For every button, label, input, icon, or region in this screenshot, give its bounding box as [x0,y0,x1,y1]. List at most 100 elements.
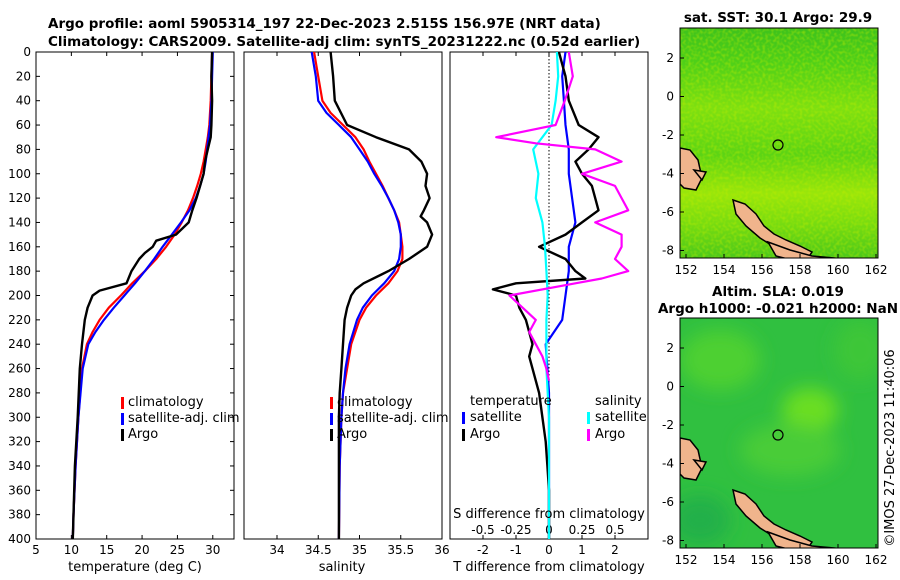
lon-tick-label: 152 [675,263,698,277]
lat-tick-label: -6 [662,205,674,219]
lon-tick-label: 154 [713,263,736,277]
legend-label-s-argo: Argo [595,427,625,442]
lat-tick-label: 2 [666,51,674,65]
legend-title-temperature: temperature [470,394,552,409]
depth-tick-label: 400 [8,532,31,546]
sla-map-lat-labels: 2 0 -2 -4 -6 -8 [662,341,684,548]
series-line-argo [71,51,214,540]
legend-label-climatology: climatology [128,395,204,410]
t-difference-xlabel: T difference from climatology [452,560,645,575]
lon-tick-label: 152 [675,553,698,567]
difference-legend: temperature satellite Argo salinity sate… [462,394,647,442]
figure-title-line2: Climatology: CARS2009. Satellite-adj cli… [48,34,640,50]
x-tick-label: 0 [545,543,553,557]
legend-label-climatology: climatology [337,395,413,410]
lon-tick-label: 154 [713,553,736,567]
difference-panel: -2 -1 0 1 2 -0.5 -0.25 0 0.25 0.5 S difference f… [449,51,649,575]
depth-tick-label: 100 [8,167,31,181]
lon-tick-label: 158 [789,263,812,277]
legend-swatch-argo [330,429,333,441]
x-tick-label: 1 [578,543,586,557]
lat-tick-label: -8 [662,534,674,548]
lat-tick-label: -6 [662,495,674,509]
depth-tick-label: 0 [23,45,31,59]
legend-label-argo: Argo [128,427,158,442]
depth-tick-label: 120 [8,191,31,205]
t-difference-tick-labels: -2 -1 0 1 2 [477,52,619,557]
legend-label-t-satellite: satellite [470,410,522,425]
lat-tick-label: 2 [666,341,674,355]
temperature-series [71,51,214,540]
salinity-xlabel: salinity [319,560,366,575]
depth-tick-label: 160 [8,240,31,254]
series-line-satellite-adj-clim [310,51,402,540]
series-line-argo [329,51,434,539]
temperature-axes-frame [35,51,235,540]
lat-tick-label: -2 [662,418,674,432]
sla-anomaly-blobs [680,320,878,545]
lon-tick-label: 162 [865,263,888,277]
sst-map: sat. SST: 30.1 Argo: 29.9 152 154 156 158 16… [662,10,887,277]
depth-tick-label: 140 [8,215,31,229]
legend-swatch-s-argo [587,429,590,441]
temperature-tick-labels: 5 10 15 20 25 30 [32,52,220,557]
series-line-satellite-adj-clim [71,51,214,540]
depth-tick-label: 300 [8,410,31,424]
depth-tick-label: 80 [16,142,31,156]
depth-tick-label: 260 [8,362,31,376]
x-tick-label: 34 [269,543,284,557]
sla-map-lon-labels: 152 154 156 158 160 162 [675,544,888,567]
legend-swatch-argo [121,429,124,441]
legend-swatch-satellite [330,413,333,425]
x-tick-label: -1 [510,543,522,557]
depth-tick-label: 380 [8,508,31,522]
x-tick-label: 36 [434,543,449,557]
lon-tick-label: 162 [865,553,888,567]
sla-map: Altim. SLA: 0.019 Argo h1000: -0.021 h20… [658,284,898,567]
copyright-timestamp: ©IMOS 27-Dec-2023 11:40:06 [883,349,898,546]
lat-tick-label: -2 [662,128,674,142]
salinity-series [310,51,434,540]
lat-tick-label: -8 [662,244,674,258]
depth-tick-label: 60 [16,118,31,132]
salinity-panel: 34 34.5 35 35.5 36 salinity climatology sate… [243,51,450,575]
depth-tick-label: 320 [8,435,31,449]
x-tick-label: 20 [134,543,149,557]
series-line-s-argo [495,51,630,381]
temperature-xlabel: temperature (deg C) [68,560,202,575]
argo-location-marker-2 [772,429,784,441]
depth-tick-label: 200 [8,289,31,303]
lat-tick-label: 0 [666,90,674,104]
sst-texture [680,28,878,258]
sst-map-frame [679,27,879,259]
legend-swatch-t-satellite [462,412,465,424]
x-tick-label: 30 [205,543,220,557]
lon-tick-label: 160 [827,553,850,567]
sst-map-lon-labels: 152 154 156 158 160 162 [675,254,888,277]
x-tick-label: -2 [477,543,489,557]
salinity-tick-labels: 34 34.5 35 35.5 36 [269,52,450,557]
x-tick-label: 15 [99,543,114,557]
sla-map-frame [679,317,879,549]
temperature-panel: 0204060801001201401601802002202402602803… [8,45,648,575]
sst-map-lat-labels: 2 0 -2 -4 -6 -8 [662,51,684,258]
legend-label-satellite: satellite-adj. clim [128,411,240,426]
depth-tick-label: 180 [8,264,31,278]
x-tick-label: 25 [170,543,185,557]
depth-tick-label: 20 [16,69,31,83]
sst-map-title: sat. SST: 30.1 Argo: 29.9 [684,10,872,26]
depth-tick-label: 40 [16,94,31,108]
depth-tick-label: 360 [8,483,31,497]
lon-tick-label: 156 [751,263,774,277]
s-diff-tick-label: 0.25 [569,523,596,537]
lat-tick-label: -4 [662,457,674,471]
figure-title-line1: Argo profile: aoml 5905314_197 22-Dec-20… [48,16,601,32]
x-tick-label: 35 [352,543,367,557]
s-diff-tick-label: 0.5 [605,523,624,537]
x-tick-label: 5 [32,543,40,557]
legend-label-s-satellite: satellite [595,410,647,425]
argo-location-marker [772,139,784,151]
x-tick-label: 34.5 [305,543,332,557]
lat-tick-label: 0 [666,380,674,394]
